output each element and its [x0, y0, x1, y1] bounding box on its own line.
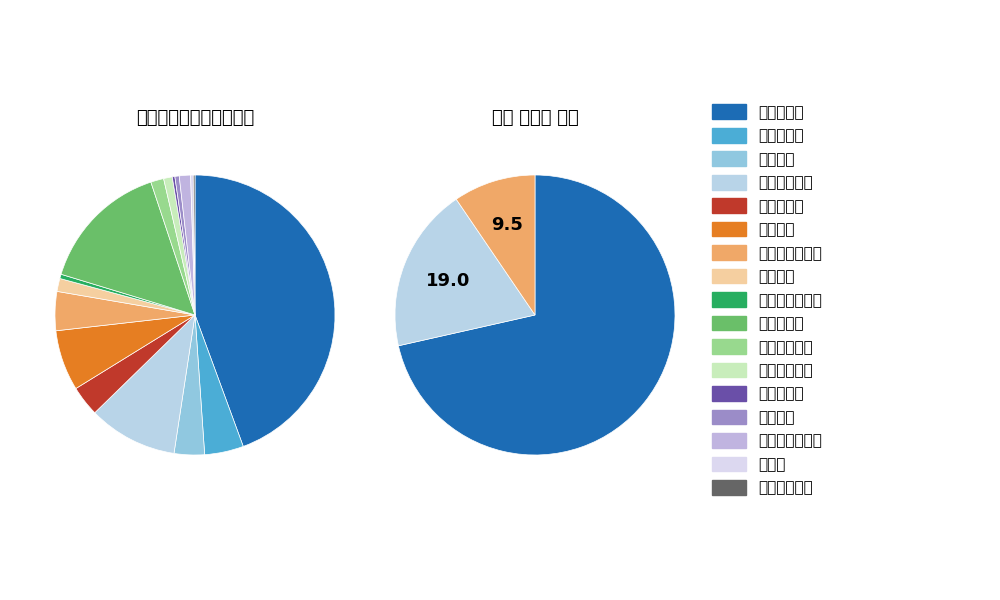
Legend: ストレート, ツーシーム, シュート, カットボール, スプリット, フォーク, チェンジアップ, シンカー, 高速スライダー, スライダー, 縦スライダー, : ストレート, ツーシーム, シュート, カットボール, スプリット, フォーク,…	[708, 100, 827, 500]
Wedge shape	[193, 175, 195, 315]
Wedge shape	[151, 179, 195, 315]
Wedge shape	[456, 175, 535, 315]
Text: 9.5: 9.5	[491, 217, 523, 235]
Wedge shape	[60, 274, 195, 315]
Wedge shape	[76, 315, 195, 413]
Wedge shape	[191, 175, 195, 315]
Wedge shape	[164, 177, 195, 315]
Title: セ・リーグ全プレイヤー: セ・リーグ全プレイヤー	[136, 109, 254, 127]
Wedge shape	[55, 292, 195, 331]
Wedge shape	[179, 175, 195, 315]
Wedge shape	[174, 315, 205, 455]
Wedge shape	[395, 199, 535, 346]
Wedge shape	[61, 182, 195, 315]
Wedge shape	[95, 315, 195, 454]
Wedge shape	[195, 175, 335, 446]
Wedge shape	[398, 175, 675, 455]
Text: 19.0: 19.0	[426, 272, 470, 290]
Wedge shape	[172, 176, 195, 315]
Wedge shape	[56, 315, 195, 389]
Wedge shape	[195, 315, 243, 455]
Wedge shape	[175, 176, 195, 315]
Title: 石田 裕太郎 選手: 石田 裕太郎 選手	[492, 109, 578, 127]
Wedge shape	[57, 278, 195, 315]
